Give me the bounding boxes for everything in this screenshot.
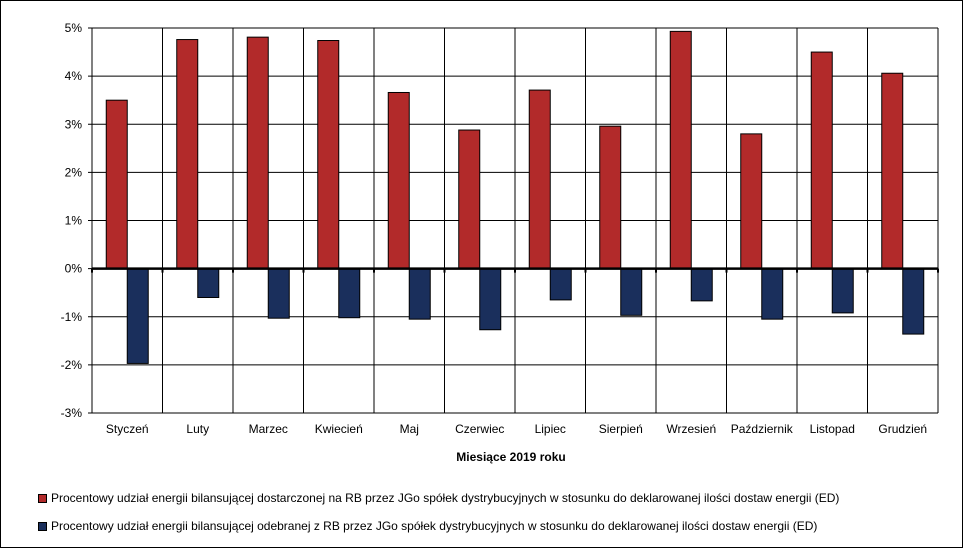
y-axis-tick-labels: 5% 4% 3% 2% 1% 0% -1% -2% -3% (61, 21, 83, 420)
bar-delivered-4 (317, 40, 340, 270)
bar-received-9 (690, 268, 713, 302)
y-tick-label: 4% (65, 69, 83, 83)
bar-delivered-2 (176, 39, 199, 270)
bar-received-12 (902, 268, 925, 335)
legend-item-delivered: Procentowy udział energii bilansującej d… (38, 491, 839, 505)
bar-received-7 (549, 268, 572, 301)
bar-received-8 (620, 268, 643, 316)
x-category-label: Styczeń (106, 422, 149, 436)
y-tick-label: 2% (65, 165, 83, 179)
legend-item-received: Procentowy udział energii bilansującej o… (38, 519, 817, 533)
x-category-label: Lipiec (535, 422, 566, 436)
x-category-label: Maj (400, 422, 419, 436)
x-category-label: Sierpień (599, 422, 643, 436)
bar-delivered-8 (599, 125, 622, 270)
bar-received-3 (267, 268, 290, 319)
bar-delivered-10 (740, 133, 763, 270)
y-tick-label: -2% (61, 358, 83, 372)
bar-received-4 (338, 268, 361, 319)
x-category-label: Luty (186, 422, 209, 436)
x-category-label: Listopad (810, 422, 855, 436)
legend-swatch-delivered (38, 493, 47, 503)
bar-received-11 (831, 268, 854, 314)
y-tick-label: 0% (65, 262, 83, 276)
x-category-label: Październik (731, 422, 794, 436)
bar-delivered-11 (810, 51, 833, 270)
bar-received-2 (197, 268, 220, 298)
bar-received-5 (408, 268, 431, 320)
axes (88, 27, 939, 414)
legend-label-received: Procentowy udział energii bilansującej o… (51, 519, 818, 533)
y-tick-label: 5% (65, 21, 83, 35)
x-category-label: Kwiecień (315, 422, 363, 436)
y-tick-label: -1% (61, 310, 83, 324)
x-category-label: Marzec (249, 422, 288, 436)
bar-received-6 (479, 268, 502, 331)
x-axis-title: Miesiące 2019 roku (456, 450, 565, 464)
bar-delivered-12 (881, 72, 904, 270)
x-category-label: Wrzesień (666, 422, 716, 436)
x-category-label: Czerwiec (455, 422, 504, 436)
bar-delivered-6 (458, 129, 481, 270)
bar-received-1 (126, 268, 149, 364)
bar-delivered-5 (387, 91, 410, 270)
legend-swatch-received (38, 521, 47, 531)
bar-received-10 (761, 268, 784, 320)
bars (105, 30, 925, 364)
legend-label-delivered: Procentowy udział energii bilansującej d… (51, 491, 840, 505)
y-tick-label: 3% (65, 117, 83, 131)
bar-delivered-1 (105, 99, 128, 270)
y-tick-label: 1% (65, 214, 83, 228)
bar-delivered-7 (528, 89, 551, 270)
x-axis-category-labels: Styczeń Luty Marzec Kwiecień Maj Czerwiec Lipi… (106, 422, 927, 436)
bar-delivered-3 (246, 36, 269, 270)
y-tick-label: -3% (61, 406, 83, 420)
x-category-label: Grudzień (878, 422, 927, 436)
bar-delivered-9 (669, 30, 692, 270)
